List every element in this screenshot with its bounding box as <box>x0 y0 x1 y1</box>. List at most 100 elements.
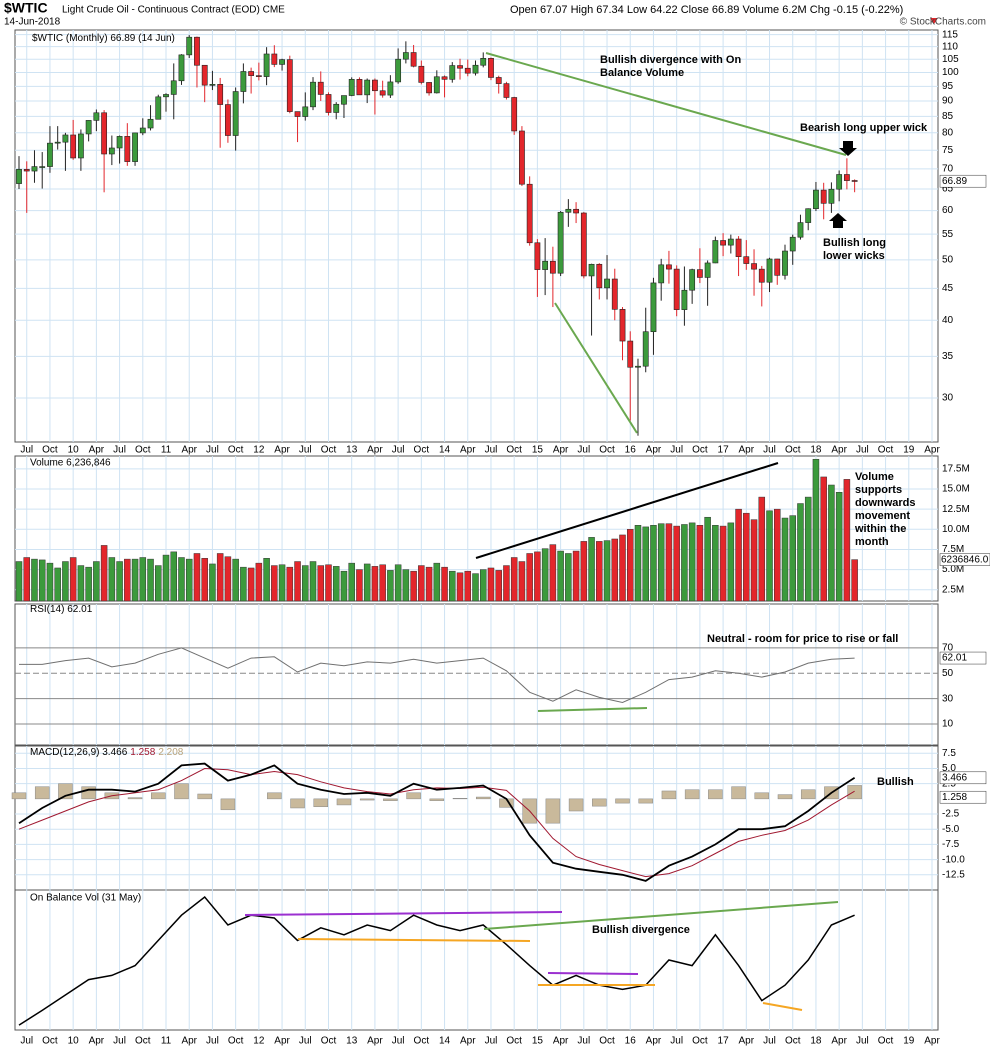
candle-body <box>286 59 293 112</box>
candle-body <box>395 58 402 83</box>
volume-bar <box>433 562 441 602</box>
rsi-panel <box>14 603 939 746</box>
trend-line <box>554 302 638 434</box>
volume-bar <box>340 570 348 602</box>
candle-body <box>108 147 115 155</box>
volume-bar <box>54 567 61 602</box>
candle-body <box>101 112 108 155</box>
candle-body <box>549 260 556 274</box>
y-tick-label: 30 <box>942 693 954 704</box>
annotation: downwards <box>855 497 916 509</box>
y-tick-label: 80 <box>942 127 954 138</box>
x-tick-label: 15 <box>532 445 544 456</box>
marks <box>11 35 862 1026</box>
candle-body <box>201 64 208 86</box>
x-tick-label: Jul <box>392 1036 405 1047</box>
volume-bar <box>797 503 804 602</box>
histogram-bar <box>34 786 50 800</box>
volume-bar <box>487 567 495 602</box>
x-tick-label: Apr <box>739 1036 755 1047</box>
volume-bar <box>100 545 108 602</box>
candle-body <box>604 278 610 289</box>
y-tick-label: 55 <box>942 229 954 240</box>
x-tick-label: Apr <box>553 1036 569 1047</box>
x-tick-label: Oct <box>414 1036 430 1047</box>
value-tag <box>939 651 987 665</box>
volume-bar <box>603 540 611 602</box>
volume-bar <box>774 508 781 602</box>
volume-bar <box>309 561 317 602</box>
x-tick-label: Oct <box>692 445 708 456</box>
annotation: Neutral - room for price to rise or fall <box>707 633 898 645</box>
x-tick-label: 13 <box>346 1036 358 1047</box>
candle-body <box>735 238 742 257</box>
volume-bar <box>278 564 286 602</box>
volume-bar <box>781 517 789 602</box>
volume-bar <box>634 525 642 602</box>
candle-body <box>619 309 626 342</box>
candle-body <box>588 263 595 277</box>
x-tick-label: 16 <box>625 445 637 456</box>
candle-body <box>797 222 804 238</box>
volume-bar <box>727 522 735 602</box>
y-tick-label: 45 <box>942 283 954 294</box>
volume-bar <box>46 562 54 602</box>
x-tick-label: 14 <box>439 1036 451 1047</box>
y-tick-label: 70 <box>942 164 954 175</box>
x-tick-label: 17 <box>718 445 730 456</box>
histogram-bar <box>592 798 607 807</box>
histogram-bar <box>615 798 630 804</box>
volume-bar <box>835 492 843 602</box>
value: 67.34 <box>596 4 624 16</box>
histogram-bar <box>777 794 793 800</box>
price-legend: $WTIC (Monthly) 66.89 (14 Jun) <box>32 33 175 44</box>
annotation: Bearish long upper wick <box>800 122 928 134</box>
x-tick-label: 15 <box>532 1036 544 1047</box>
volume-bar <box>139 557 147 602</box>
histogram-bar <box>452 798 468 800</box>
x-tick-label: Oct <box>321 445 337 456</box>
volume-bar <box>750 519 758 602</box>
y-tick-label: 7.5M <box>942 544 964 555</box>
y-tick-label: 5.0M <box>942 564 964 575</box>
candle-body <box>132 132 138 162</box>
label: Open <box>510 4 537 16</box>
y-tick-label: 70 <box>942 643 954 654</box>
candle-body <box>93 112 100 121</box>
candle-body <box>650 282 657 333</box>
x-tick-label: Oct <box>692 1036 708 1047</box>
candle-body <box>805 208 812 223</box>
x-tick-label: Oct <box>414 445 430 456</box>
volume-bar <box>317 565 325 602</box>
trend-line <box>297 938 531 942</box>
x-tick-label: Jul <box>856 445 869 456</box>
x-tick-label: Apr <box>924 445 940 456</box>
x-tick-label: Jul <box>670 445 683 456</box>
x-tick-label: Apr <box>274 1036 290 1047</box>
label: Close <box>681 4 709 16</box>
candle-body <box>673 268 680 310</box>
histogram-bar <box>359 798 375 801</box>
volume-bar <box>302 565 309 602</box>
x-tick-label: Apr <box>831 445 847 456</box>
volume-bar <box>704 516 711 602</box>
x-tick-label: Apr <box>89 445 105 456</box>
line <box>18 895 855 1026</box>
candle-body <box>596 263 603 289</box>
candle-body <box>209 84 216 86</box>
histogram-bar <box>708 789 723 800</box>
volume-bar <box>549 544 557 602</box>
y-tick-label: 105 <box>942 54 959 65</box>
x-tick-label: Oct <box>785 445 801 456</box>
volume-bar <box>62 561 69 602</box>
volume-bar <box>626 529 634 602</box>
label: Low <box>627 4 647 16</box>
candle-body <box>766 258 773 283</box>
histogram-bar <box>81 786 96 800</box>
volume-bar <box>766 510 773 602</box>
x-tick-label: Jul <box>577 1036 590 1047</box>
obv-legend: On Balance Vol (31 May) <box>30 893 141 904</box>
candle-body <box>457 65 463 69</box>
trend-line <box>485 52 847 156</box>
candle-body <box>170 80 177 95</box>
